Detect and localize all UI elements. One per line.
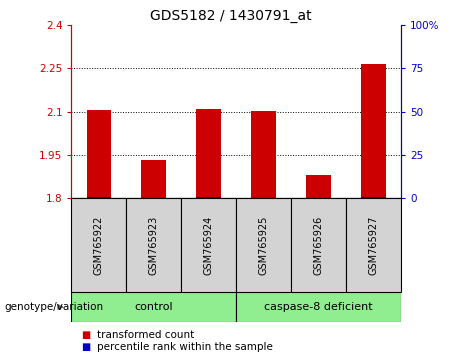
Bar	[236, 292, 401, 322]
Text: caspase-8 deficient: caspase-8 deficient	[264, 302, 373, 312]
Bar	[196, 197, 221, 198]
Text: GSM765926: GSM765926	[313, 216, 324, 275]
Text: percentile rank within the sample: percentile rank within the sample	[97, 342, 273, 352]
Text: GSM765925: GSM765925	[259, 216, 269, 275]
Bar	[361, 64, 386, 198]
Bar	[87, 110, 111, 198]
Bar	[196, 109, 221, 198]
Text: GSM765923: GSM765923	[149, 216, 159, 275]
Text: GSM765924: GSM765924	[204, 216, 214, 275]
Bar	[361, 196, 386, 198]
Bar	[126, 198, 181, 292]
Text: GSM765922: GSM765922	[94, 216, 104, 275]
Bar	[71, 292, 236, 322]
Text: ■: ■	[81, 330, 90, 339]
Bar	[71, 198, 126, 292]
Text: genotype/variation: genotype/variation	[5, 302, 104, 312]
Text: control: control	[135, 302, 173, 312]
Bar	[236, 198, 291, 292]
Text: GDS5182 / 1430791_at: GDS5182 / 1430791_at	[150, 9, 311, 23]
Text: GSM765927: GSM765927	[369, 216, 378, 275]
Bar	[346, 198, 401, 292]
Text: ■: ■	[81, 342, 90, 352]
Text: transformed count: transformed count	[97, 330, 194, 339]
Bar	[291, 198, 346, 292]
Bar	[142, 160, 166, 198]
Bar	[306, 175, 331, 198]
Bar	[181, 198, 236, 292]
Bar	[251, 111, 276, 198]
